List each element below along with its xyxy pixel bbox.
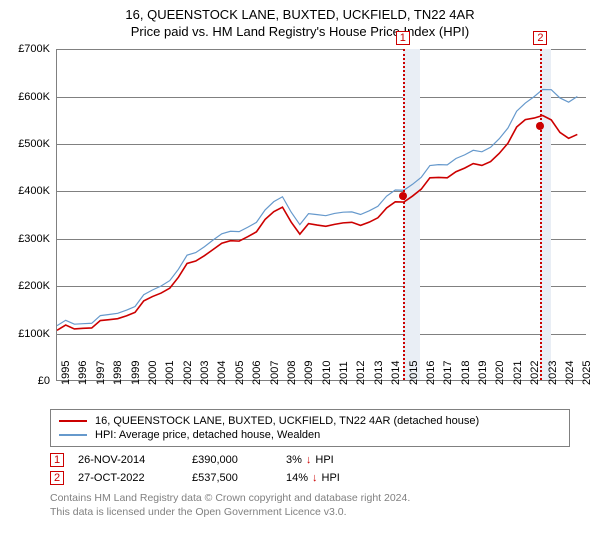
transaction-delta: 14% ↓ HPI <box>286 472 386 484</box>
transaction-price: £537,500 <box>192 472 272 484</box>
marker-dot <box>536 122 544 130</box>
x-axis-label: 1997 <box>95 361 107 385</box>
delta-percent: 14% <box>286 472 308 484</box>
delta-percent: 3% <box>286 454 302 466</box>
x-axis-label: 1996 <box>77 361 89 385</box>
transactions-table: 126-NOV-2014£390,0003%↓HPI227-OCT-2022£5… <box>50 451 570 487</box>
legend-label: HPI: Average price, detached house, Weal… <box>95 429 320 441</box>
marker-dot <box>399 192 407 200</box>
x-axis-label: 2024 <box>564 361 576 385</box>
transaction-price: £390,000 <box>192 454 272 466</box>
legend-label: 16, QUEENSTOCK LANE, BUXTED, UCKFIELD, T… <box>95 415 479 427</box>
transaction-badge: 1 <box>50 453 64 467</box>
x-axis-label: 2008 <box>286 361 298 385</box>
transaction-delta: 3% ↓HPI <box>286 454 386 466</box>
x-axis-label: 2012 <box>355 361 367 385</box>
x-axis-label: 2005 <box>234 361 246 385</box>
x-axis-label: 1998 <box>112 361 124 385</box>
x-axis-label: 2017 <box>442 361 454 385</box>
attribution-line2: This data is licensed under the Open Gov… <box>50 505 570 519</box>
arrow-down-icon: ↓ <box>312 472 318 484</box>
legend-swatch <box>59 420 87 422</box>
transaction-date: 26-NOV-2014 <box>78 454 178 466</box>
transaction-row: 1 26-NOV-2014 £390,000 3% ↓HPI <box>50 451 570 469</box>
x-axis-label: 2016 <box>425 361 437 385</box>
x-axis-label: 2021 <box>512 361 524 385</box>
marker-vline <box>540 49 542 380</box>
x-axis-label: 2009 <box>303 361 315 385</box>
series-property <box>57 116 577 331</box>
series-hpi <box>57 90 577 326</box>
transaction-badge: 2 <box>50 471 64 485</box>
y-axis-label: £600K <box>10 91 50 103</box>
line-layer <box>57 49 586 380</box>
marker-badge: 1 <box>396 31 410 45</box>
x-axis-label: 2019 <box>477 361 489 385</box>
x-axis-label: 2007 <box>269 361 281 385</box>
delta-vs-label: HPI <box>322 472 340 484</box>
x-axis-label: 2020 <box>494 361 506 385</box>
x-axis-label: 2022 <box>529 361 541 385</box>
chart-subtitle: Price paid vs. HM Land Registry's House … <box>0 24 600 39</box>
y-axis-label: £500K <box>10 138 50 150</box>
legend-swatch <box>59 434 87 436</box>
x-axis-label: 2006 <box>251 361 263 385</box>
x-axis-label: 2004 <box>216 361 228 385</box>
arrow-down-icon: ↓ <box>306 454 312 466</box>
x-axis-label: 2002 <box>182 361 194 385</box>
y-axis-label: £400K <box>10 185 50 197</box>
legend-item: 16, QUEENSTOCK LANE, BUXTED, UCKFIELD, T… <box>59 414 561 428</box>
x-axis-label: 2014 <box>390 361 402 385</box>
marker-vline <box>403 49 405 380</box>
x-axis-label: 2018 <box>460 361 472 385</box>
legend-item: HPI: Average price, detached house, Weal… <box>59 428 561 442</box>
transaction-row: 2 27-OCT-2022 £537,500 14% ↓ HPI <box>50 469 570 487</box>
x-axis-label: 2011 <box>338 362 350 386</box>
x-axis-label: 2003 <box>199 361 211 385</box>
transaction-date: 27-OCT-2022 <box>78 472 178 484</box>
plot-area: 12 <box>56 49 586 381</box>
x-axis-label: 1999 <box>130 361 142 385</box>
y-axis-label: £700K <box>10 43 50 55</box>
attribution: Contains HM Land Registry data © Crown c… <box>50 491 570 519</box>
x-axis-label: 2023 <box>547 361 559 385</box>
x-axis-label: 2000 <box>147 361 159 385</box>
y-axis-label: £0 <box>10 375 50 387</box>
x-axis-label: 2025 <box>581 361 593 385</box>
chart-title: 16, QUEENSTOCK LANE, BUXTED, UCKFIELD, T… <box>0 0 600 24</box>
x-axis-label: 2015 <box>408 361 420 385</box>
delta-vs-label: HPI <box>315 454 333 466</box>
x-axis-label: 1995 <box>60 361 72 385</box>
attribution-line1: Contains HM Land Registry data © Crown c… <box>50 491 570 505</box>
x-axis-label: 2010 <box>321 361 333 385</box>
y-axis-label: £300K <box>10 233 50 245</box>
chart-area: 12 £0 £100K £200K £300K £400K £500K £600K £700K… <box>10 43 590 403</box>
x-axis-label: 2001 <box>164 361 176 385</box>
y-axis-label: £100K <box>10 328 50 340</box>
chart-container: 16, QUEENSTOCK LANE, BUXTED, UCKFIELD, T… <box>0 0 600 560</box>
x-axis-label: 2013 <box>373 361 385 385</box>
legend: 16, QUEENSTOCK LANE, BUXTED, UCKFIELD, T… <box>50 409 570 447</box>
marker-badge: 2 <box>533 31 547 45</box>
y-axis-label: £200K <box>10 280 50 292</box>
